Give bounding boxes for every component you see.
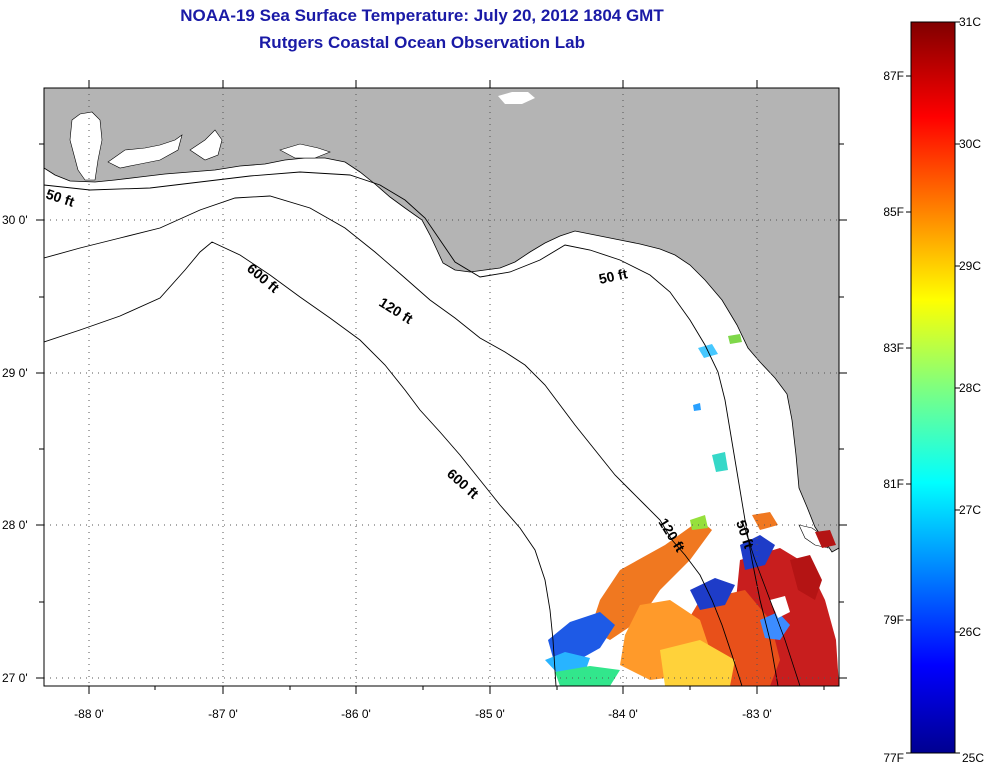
celsius-label: 29C [959,259,981,273]
celsius-label: 25C [962,751,984,765]
lon-label: -87 0' [208,707,238,721]
lon-label: -85 0' [475,707,505,721]
map-frame [43,87,840,687]
fahrenheit-label: 87F [883,69,904,83]
celsius-label: 30C [959,137,981,151]
lat-label: 30 0' [2,213,28,227]
latitude-labels: 30 0' 29 0' 28 0' 27 0' [2,213,28,685]
isobath-600ft [44,241,557,686]
isobath-600ft-extra [741,519,801,686]
graticule [44,88,839,686]
longitude-labels: -88 0' -87 0' -86 0' -85 0' -84 0' -83 0… [74,707,772,721]
colorbar-ticks [906,21,960,754]
isobath-120ft [44,195,743,686]
lon-label: -88 0' [74,707,104,721]
colorbar-celsius-labels: 31C 30C 29C 28C 27C 26C 25C [959,15,984,765]
axis-ticks [36,80,847,694]
lon-label: -84 0' [608,707,638,721]
lat-label: 28 0' [2,518,28,532]
map-subtitle: Rutgers Coastal Ocean Observation Lab [259,33,585,52]
lat-label: 29 0' [2,366,28,380]
fahrenheit-label: 79F [883,613,904,627]
lake [498,92,535,104]
celsius-label: 27C [959,503,981,517]
fahrenheit-label: 81F [883,477,904,491]
lat-label: 27 0' [2,671,28,685]
lon-label: -86 0' [341,707,371,721]
lon-label: -83 0' [742,707,772,721]
isobath-50ft [44,171,779,686]
contour-label: 50 ft [597,265,629,287]
fahrenheit-label: 85F [883,205,904,219]
bay-inlet [107,134,183,169]
fahrenheit-label: 83F [883,341,904,355]
map-title: NOAA-19 Sea Surface Temperature: July 20… [180,6,664,25]
colorbar [910,21,956,754]
map-content [44,88,839,686]
colorbar-fahrenheit-labels: 87F 85F 83F 81F 79F 77F [883,69,904,765]
bay-inlet [69,111,103,181]
land-area [44,88,839,553]
celsius-label: 28C [959,381,981,395]
fahrenheit-label: 77F [883,751,904,765]
bay-inlet [279,143,331,159]
celsius-label: 26C [959,625,981,639]
sst-data [545,334,839,686]
celsius-label: 31C [959,15,981,29]
bay-inlet [189,129,223,161]
